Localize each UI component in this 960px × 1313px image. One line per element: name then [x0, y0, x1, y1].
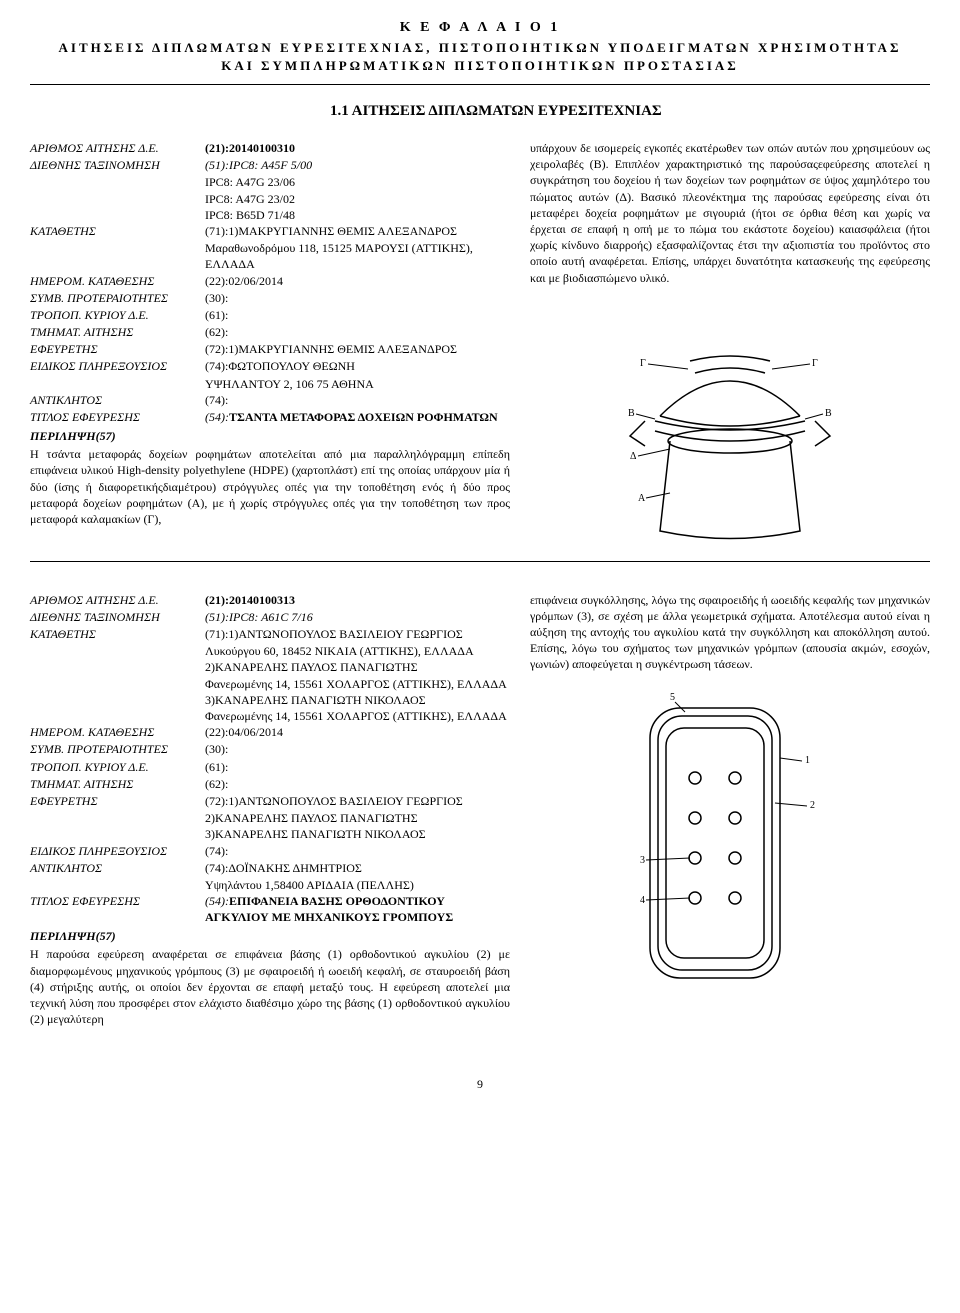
entry2-title-code: (54):: [205, 894, 229, 908]
entry2-agent: (74):: [205, 843, 510, 859]
entry2-applicant3: 2)ΚΑΝΑΡΕΛΗΣ ΠΑΥΛΟΣ ΠΑΝΑΓΙΩΤΗΣ: [205, 659, 510, 675]
entry1-title-text: ΤΣΑΝΤΑ ΜΕΤΑΦΟΡΑΣ ΔΟΧΕΙΩΝ ΡΟΦΗΜΑΤΩΝ: [229, 410, 498, 424]
label-priority: ΣΥΜΒ. ΠΡΟΤΕΡΑΙΟΤΗΤΕΣ: [30, 741, 205, 757]
entry1-applicant1: (71):1)ΜΑΚΡΥΓΙΑΝΝΗΣ ΘΕΜΙΣ ΑΛΕΞΑΝΔΡΟΣ: [205, 223, 510, 239]
entry2-figure: 5 1 2 3 4: [530, 688, 930, 1008]
svg-text:2: 2: [810, 800, 815, 811]
entry1-inventor1: (72):1)ΜΑΚΡΥΓΙΑΝΝΗΣ ΘΕΜΙΣ ΑΛΕΞΑΝΔΡΟΣ: [205, 341, 510, 357]
label-applicant: ΚΑΤΑΘΕΤΗΣ: [30, 223, 205, 239]
section-title: 1.1 ΑΙΤΗΣΕΙΣ ΔΙΠΛΩΜΑΤΩΝ ΕΥΡΕΣΙΤΕΧΝΙΑΣ: [30, 103, 930, 120]
label-addressservice: ΑΝΤΙΚΛΗΤΟΣ: [30, 860, 205, 876]
entry1-agent1: (74):ΦΩΤΟΠΟΥΛΟΥ ΘΕΩΝΗ: [205, 358, 510, 374]
svg-text:3: 3: [640, 855, 645, 866]
svg-text:Γ: Γ: [812, 358, 818, 369]
svg-text:B: B: [825, 408, 832, 419]
entry2-appnum: (21):20140100313: [205, 592, 510, 608]
label-mainamend: ΤΡΟΠΟΠ. ΚΥΡΙΟΥ Δ.Ε.: [30, 759, 205, 775]
label-agent: ΕΙΔΙΚΟΣ ΠΛΗΡΕΞΟΥΣΙΟΣ: [30, 358, 205, 374]
entry1-title-code: (54):: [205, 410, 229, 424]
patent-entry-2: ΑΡΙΘΜΟΣ ΑΙΤΗΣΗΣ Δ.Ε.(21):20140100313 ΔΙΕ…: [30, 592, 930, 1048]
label-title: ΤΙΤΛΟΣ ΕΦΕΥΡΕΣΗΣ: [30, 893, 205, 925]
svg-text:5: 5: [670, 692, 675, 703]
entry2-inventor1: (72):1)ΑΝΤΩΝΟΠΟΥΛΟΣ ΒΑΣΙΛΕΙΟΥ ΓΕΩΡΓΙΟΣ: [205, 793, 510, 809]
entry1-applicant2: Μαραθωνοδρόμου 118, 15125 ΜΑΡΟΥΣΙ (ΑΤΤΙΚ…: [205, 240, 510, 272]
header-rule: [30, 84, 930, 85]
entry2-applicant2: Λυκούργου 60, 18452 ΝΙΚΑΙΑ (ΑΤΤΙΚΗΣ), ΕΛ…: [205, 643, 510, 659]
entry1-appnum: (21):20140100310: [205, 140, 510, 156]
svg-text:4: 4: [640, 895, 645, 906]
entry2-addressservice1: (74):ΔΟΪΝΑΚΗΣ ΔΗΜΗΤΡΙΟΣ: [205, 860, 510, 876]
entry2-addressservice2: Υψηλάντου 1,58400 ΑΡΙΔΑΙΑ (ΠΕΛΛΗΣ): [205, 877, 510, 893]
label-filingdate: ΗΜΕΡΟΜ. ΚΑΤΑΘΕΣΗΣ: [30, 273, 205, 289]
label-priority: ΣΥΜΒ. ΠΡΟΤΕΡΑΙΟΤΗΤΕΣ: [30, 290, 205, 306]
entry1-right-text: υπάρχουν δε ισομερείς εγκοπές εκατέρωθεν…: [530, 140, 930, 286]
entry1-agent2: ΥΨΗΛΑΝΤΟΥ 2, 106 75 ΑΘΗΝΑ: [205, 376, 510, 392]
label-divapp: ΤΜΗΜΑΤ. ΑΙΤΗΣΗΣ: [30, 324, 205, 340]
entry1-addressservice: (74):: [205, 392, 510, 408]
chapter-title-2: ΚΑΙ ΣΥΜΠΛΗΡΩΜΑΤΙΚΩΝ ΠΙΣΤΟΠΟΙΗΤΙΚΩΝ ΠΡΟΣΤ…: [30, 58, 930, 74]
label-appnum: ΑΡΙΘΜΟΣ ΑΙΤΗΣΗΣ Δ.Ε.: [30, 140, 205, 156]
entry1-priority: (30):: [205, 290, 510, 306]
entry1-ipc3: IPC8: A47G 23/02: [205, 192, 295, 206]
label-addressservice: ΑΝΤΙΚΛΗΤΟΣ: [30, 392, 205, 408]
entry2-applicant6: Φανερωμένης 14, 15561 ΧΟΛΑΡΓΟΣ (ΑΤΤΙΚΗΣ)…: [205, 708, 510, 724]
entry1-mainamend: (61):: [205, 307, 510, 323]
entry2-divapp: (62):: [205, 776, 510, 792]
entry1-left-col: ΑΡΙΘΜΟΣ ΑΙΤΗΣΗΣ Δ.Ε.(21):20140100310 ΔΙΕ…: [30, 140, 510, 541]
entry1-figure: Γ Γ B B Δ A: [530, 301, 930, 541]
label-appnum: ΑΡΙΘΜΟΣ ΑΙΤΗΣΗΣ Δ.Ε.: [30, 592, 205, 608]
svg-text:B: B: [628, 408, 635, 419]
label-intclass: ΔΙΕΘΝΗΣ ΤΑΞΙΝΟΜΗΣΗ: [30, 609, 205, 625]
chapter-number: Κ Ε Φ Α Λ Α Ι Ο 1: [30, 20, 930, 36]
entry2-title-text: ΕΠΙΦΑΝΕΙΑ ΒΑΣΗΣ ΟΡΘΟΔΟΝΤΙΚΟΥ ΑΓΚΥΛΙΟΥ ΜΕ…: [205, 894, 453, 924]
label-applicant: ΚΑΤΑΘΕΤΗΣ: [30, 626, 205, 642]
label-title: ΤΙΤΛΟΣ ΕΦΕΥΡΕΣΗΣ: [30, 409, 205, 425]
entry2-ipc1: (51):IPC8: A61C 7/16: [205, 610, 313, 624]
label-agent: ΕΙΔΙΚΟΣ ΠΛΗΡΕΞΟΥΣΙΟΣ: [30, 843, 205, 859]
svg-text:1: 1: [805, 755, 810, 766]
entry1-ipc4: IPC8: B65D 71/48: [205, 208, 295, 222]
label-abstract: ΠΕΡΙΛΗΨΗ(57): [30, 929, 510, 944]
label-divapp: ΤΜΗΜΑΤ. ΑΙΤΗΣΗΣ: [30, 776, 205, 792]
chapter-title-1: ΑΙΤΗΣΕΙΣ ΔΙΠΛΩΜΑΤΩΝ ΕΥΡΕΣΙΤΕΧΝΙΑΣ, ΠΙΣΤΟ…: [30, 40, 930, 56]
label-filingdate: ΗΜΕΡΟΜ. ΚΑΤΑΘΕΣΗΣ: [30, 724, 205, 740]
entry2-applicant4: Φανερωμένης 14, 15561 ΧΟΛΑΡΓΟΣ (ΑΤΤΙΚΗΣ)…: [205, 676, 510, 692]
entry2-priority: (30):: [205, 741, 510, 757]
label-mainamend: ΤΡΟΠΟΠ. ΚΥΡΙΟΥ Δ.Ε.: [30, 307, 205, 323]
entry2-inventor2: 2)ΚΑΝΑΡΕΛΗΣ ΠΑΥΛΟΣ ΠΑΝΑΓΙΩΤΗΣ: [205, 810, 510, 826]
entry2-applicant1: (71):1)ΑΝΤΩΝΟΠΟΥΛΟΣ ΒΑΣΙΛΕΙΟΥ ΓΕΩΡΓΙΟΣ: [205, 626, 510, 642]
entry1-right-col: υπάρχουν δε ισομερείς εγκοπές εκατέρωθεν…: [530, 140, 930, 541]
entry1-abstract: Η τσάντα μεταφοράς δοχείων ροφημάτων απο…: [30, 446, 510, 527]
label-inventor: ΕΦΕΥΡΕΤΗΣ: [30, 341, 205, 357]
entry2-right-col: επιφάνεια συγκόλλησης, λόγω της σφαιροει…: [530, 592, 930, 1028]
entry2-right-text: επιφάνεια συγκόλλησης, λόγω της σφαιροει…: [530, 592, 930, 673]
page-number: 9: [30, 1077, 930, 1092]
entry1-ipc1: (51):IPC8: A45F 5/00: [205, 158, 312, 172]
svg-text:Γ: Γ: [640, 358, 646, 369]
entry1-ipc2: IPC8: A47G 23/06: [205, 175, 295, 189]
entry1-filingdate: (22):02/06/2014: [205, 273, 510, 289]
patent-entry-1: ΑΡΙΘΜΟΣ ΑΙΤΗΣΗΣ Δ.Ε.(21):20140100310 ΔΙΕ…: [30, 140, 930, 562]
entry2-left-col: ΑΡΙΘΜΟΣ ΑΙΤΗΣΗΣ Δ.Ε.(21):20140100313 ΔΙΕ…: [30, 592, 510, 1028]
entry2-abstract: Η παρούσα εφεύρεση αναφέρεται σε επιφάνε…: [30, 946, 510, 1027]
entry2-mainamend: (61):: [205, 759, 510, 775]
entry2-applicant5: 3)ΚΑΝΑΡΕΛΗΣ ΠΑΝΑΓΙΩΤΗ ΝΙΚΟΛΑΟΣ: [205, 692, 510, 708]
entry1-divapp: (62):: [205, 324, 510, 340]
label-inventor: ΕΦΕΥΡΕΤΗΣ: [30, 793, 205, 809]
entry2-filingdate: (22):04/06/2014: [205, 724, 510, 740]
svg-text:A: A: [638, 493, 646, 504]
label-intclass: ΔΙΕΘΝΗΣ ΤΑΞΙΝΟΜΗΣΗ: [30, 157, 205, 173]
label-abstract: ΠΕΡΙΛΗΨΗ(57): [30, 429, 510, 444]
svg-text:Δ: Δ: [630, 451, 637, 462]
entry2-inventor3: 3)ΚΑΝΑΡΕΛΗΣ ΠΑΝΑΓΙΩΤΗ ΝΙΚΟΛΑΟΣ: [205, 826, 510, 842]
